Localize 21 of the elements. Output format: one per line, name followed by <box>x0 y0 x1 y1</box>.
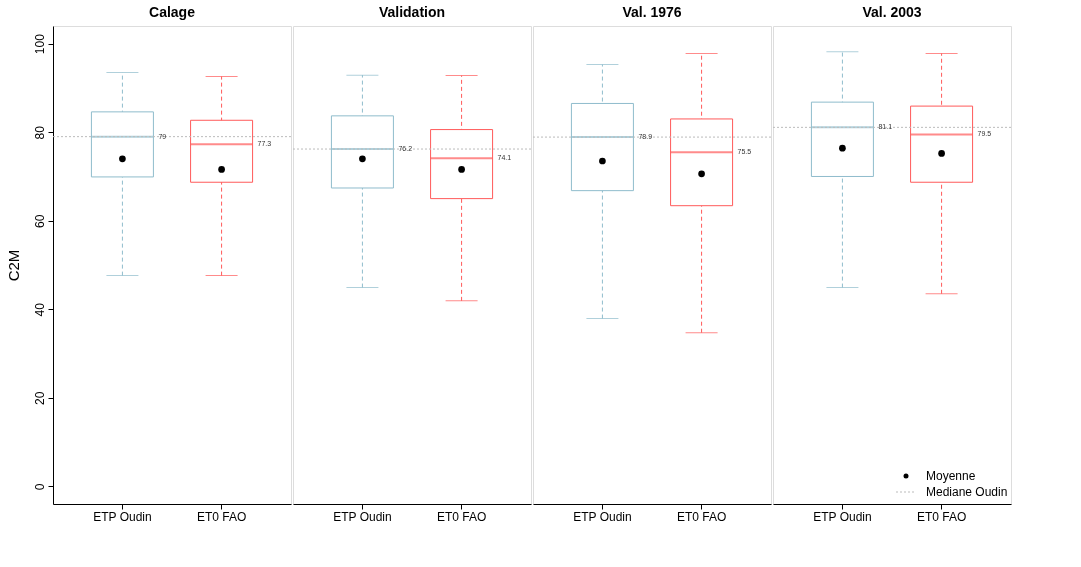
y-tick-label: 0 <box>32 483 47 491</box>
y-axis-title: C2M <box>4 249 22 282</box>
legend-label: Mediane Oudin <box>926 485 1008 499</box>
chart-title: Val. 1976 <box>622 4 682 20</box>
y-tick-label: 100 <box>32 33 47 55</box>
text: Moyenne <box>926 469 976 483</box>
x-tick-label: ETP Oudin <box>573 509 632 524</box>
y-tick-label: 80 <box>32 125 47 140</box>
x-tick-label: ET0 FAO <box>196 509 247 524</box>
chart-title: Validation <box>378 4 446 20</box>
chart-title: Val. 2003 <box>862 4 922 20</box>
x-tick-label: ET0 FAO <box>916 509 967 524</box>
x-tick-label: ET0 FAO <box>676 509 727 524</box>
y-tick-label: 60 <box>32 214 47 228</box>
y-tick-label: 20 <box>32 391 47 405</box>
x-tick-label: ETP Oudin <box>333 509 392 524</box>
x-tick-label: ETP Oudin <box>93 509 152 524</box>
x-tick-label: ETP Oudin <box>813 509 872 524</box>
y-tick-label: 40 <box>32 302 47 317</box>
chart-title: Calage <box>149 4 196 20</box>
x-tick-label: ET0 FAO <box>436 509 487 524</box>
